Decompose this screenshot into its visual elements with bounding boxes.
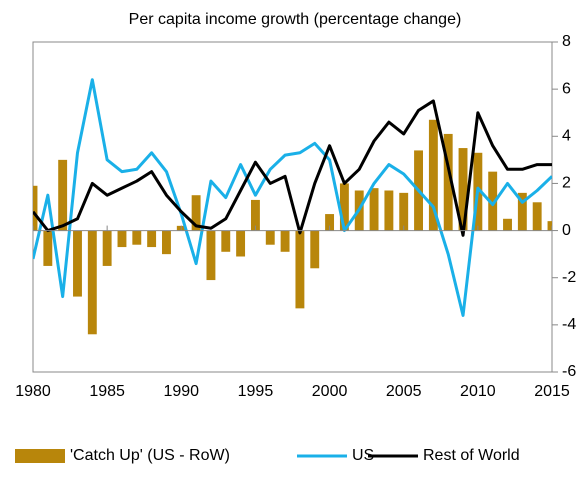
y-tick-label: 6 [562, 80, 571, 97]
bar [310, 230, 320, 269]
line [33, 99, 552, 237]
bar [33, 185, 38, 231]
y-tick-label: -6 [562, 363, 576, 380]
bar [58, 159, 68, 231]
bar [87, 230, 97, 335]
chart-title: Per capita income growth (percentage cha… [129, 11, 462, 28]
legend-swatch [15, 449, 65, 463]
y-tick-label: -4 [562, 316, 576, 333]
bar [325, 214, 335, 231]
legend-label: 'Catch Up' (US - RoW) [70, 447, 230, 464]
bar [132, 230, 142, 245]
bar [280, 230, 290, 252]
y-tick-label: 8 [562, 33, 571, 50]
bar [443, 133, 453, 231]
bar [339, 183, 349, 231]
y-tick-label: 0 [562, 222, 571, 239]
x-tick-label: 1980 [15, 383, 51, 400]
bar [458, 148, 468, 231]
bar [221, 230, 231, 252]
bar [532, 202, 542, 231]
bar [384, 190, 394, 231]
bar [102, 230, 112, 266]
bar [162, 230, 171, 255]
x-tick-label: 2015 [534, 383, 570, 400]
x-tick-label: 1995 [238, 383, 274, 400]
bar [517, 192, 527, 231]
bar [369, 188, 379, 231]
bar [250, 199, 260, 231]
y-tick-label: 4 [562, 128, 571, 145]
x-tick-label: 2010 [460, 383, 496, 400]
bar [399, 192, 409, 231]
bar [428, 119, 438, 231]
bar [295, 230, 305, 309]
bar [43, 230, 53, 266]
bar [191, 195, 201, 231]
x-tick-label: 1990 [163, 383, 199, 400]
legend-label: Rest of World [423, 447, 520, 464]
legend-label: US [352, 447, 374, 464]
bar [547, 221, 552, 231]
x-tick-label: 2000 [312, 383, 348, 400]
x-tick-label: 2005 [386, 383, 422, 400]
bar [265, 230, 275, 245]
bar [503, 218, 512, 231]
bar [488, 171, 498, 231]
plot [33, 78, 552, 335]
bar [73, 230, 82, 297]
line [33, 78, 552, 317]
bar [206, 230, 216, 281]
x-tick-label: 1985 [89, 383, 125, 400]
bar [236, 230, 246, 257]
bar [147, 230, 157, 248]
y-tick-label: -2 [562, 269, 576, 286]
bar [117, 230, 127, 248]
y-tick-label: 2 [562, 175, 571, 192]
